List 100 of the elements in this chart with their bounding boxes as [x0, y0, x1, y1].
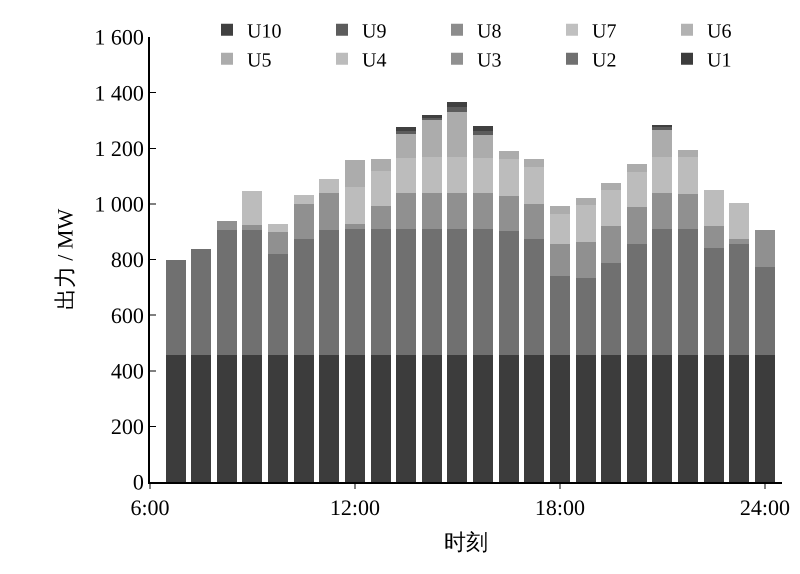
x-tick-label: 12:00: [330, 495, 380, 520]
bar: [499, 151, 519, 159]
bar: [422, 120, 442, 157]
bar: [627, 355, 647, 482]
bar: [396, 193, 416, 229]
bar: [601, 355, 621, 482]
bar: [704, 190, 724, 226]
bar: [396, 127, 416, 131]
bar: [268, 232, 288, 254]
bar: [242, 191, 262, 225]
bar: [499, 355, 519, 482]
bar: [704, 226, 724, 248]
bar: [268, 355, 288, 482]
bar: [294, 355, 314, 482]
bar: [627, 164, 647, 172]
bar: [217, 221, 237, 230]
bar: [422, 355, 442, 482]
x-tick-label: 24:00: [740, 495, 790, 520]
bar: [499, 159, 519, 196]
legend-label: U1: [707, 50, 732, 72]
bar: [345, 229, 365, 355]
bar: [447, 229, 467, 355]
bar: [447, 355, 467, 482]
bar: [524, 239, 544, 355]
bar: [550, 206, 570, 214]
legend-label: U8: [477, 20, 502, 43]
bar: [576, 205, 596, 242]
bar: [576, 198, 596, 205]
bar: [601, 263, 621, 355]
bar: [576, 278, 596, 355]
bar: [499, 196, 519, 231]
legend-label: U10: [247, 20, 282, 43]
bar: [371, 159, 391, 171]
y-tick-label: 800: [110, 247, 144, 272]
bar: [755, 230, 775, 267]
bar: [678, 157, 698, 194]
bar: [268, 254, 288, 355]
bar: [473, 229, 493, 355]
bar: [652, 229, 672, 355]
bar: [550, 276, 570, 355]
bar: [191, 249, 211, 355]
bar: [473, 193, 493, 229]
bar: [473, 131, 493, 135]
bar: [242, 355, 262, 482]
legend-label: U5: [247, 50, 272, 72]
bar: [345, 355, 365, 482]
bar: [447, 102, 467, 107]
bar: [550, 214, 570, 244]
bar: [755, 267, 775, 355]
bar: [294, 195, 314, 204]
bar: [524, 167, 544, 204]
bar: [242, 225, 262, 230]
bar: [268, 224, 288, 232]
bar: [422, 115, 442, 118]
bar: [371, 355, 391, 482]
bar: [447, 193, 467, 229]
bar: [652, 130, 672, 157]
bar: [166, 260, 186, 355]
bar: [294, 204, 314, 239]
bar: [396, 131, 416, 134]
bar: [652, 157, 672, 193]
y-tick-label: 0: [132, 470, 144, 495]
bar: [550, 244, 570, 276]
x-axis-title: 时刻: [444, 530, 488, 555]
bar: [678, 229, 698, 355]
legend-label: U7: [592, 20, 616, 43]
bar: [242, 230, 262, 355]
bar: [627, 172, 647, 207]
bar: [704, 355, 724, 482]
bar: [396, 158, 416, 193]
bar: [396, 229, 416, 355]
bar: [422, 229, 442, 355]
bar: [319, 179, 339, 193]
bar: [166, 355, 186, 482]
bar: [550, 355, 570, 482]
bar: [371, 206, 391, 229]
bar: [217, 355, 237, 482]
legend-label: U9: [362, 20, 386, 43]
x-tick-label: 18:00: [534, 495, 586, 520]
bar: [729, 355, 749, 482]
bar: [345, 224, 365, 229]
bar: [678, 355, 698, 482]
bar: [729, 239, 749, 244]
legend-label: U4: [362, 50, 386, 72]
bar: [499, 231, 519, 355]
y-tick-label: 200: [110, 414, 144, 440]
legend-label: U2: [592, 50, 616, 72]
bar: [524, 204, 544, 239]
bar: [524, 355, 544, 482]
y-tick-label: 600: [110, 302, 144, 328]
bar: [704, 248, 724, 355]
bar: [345, 187, 365, 224]
bar: [319, 355, 339, 482]
bar: [678, 150, 698, 157]
bar: [396, 134, 416, 158]
y-tick-label: 1 600: [94, 24, 144, 50]
bar: [371, 171, 391, 206]
bar: [576, 355, 596, 482]
y-tick-label: 1 000: [94, 192, 144, 217]
bar: [601, 183, 621, 190]
